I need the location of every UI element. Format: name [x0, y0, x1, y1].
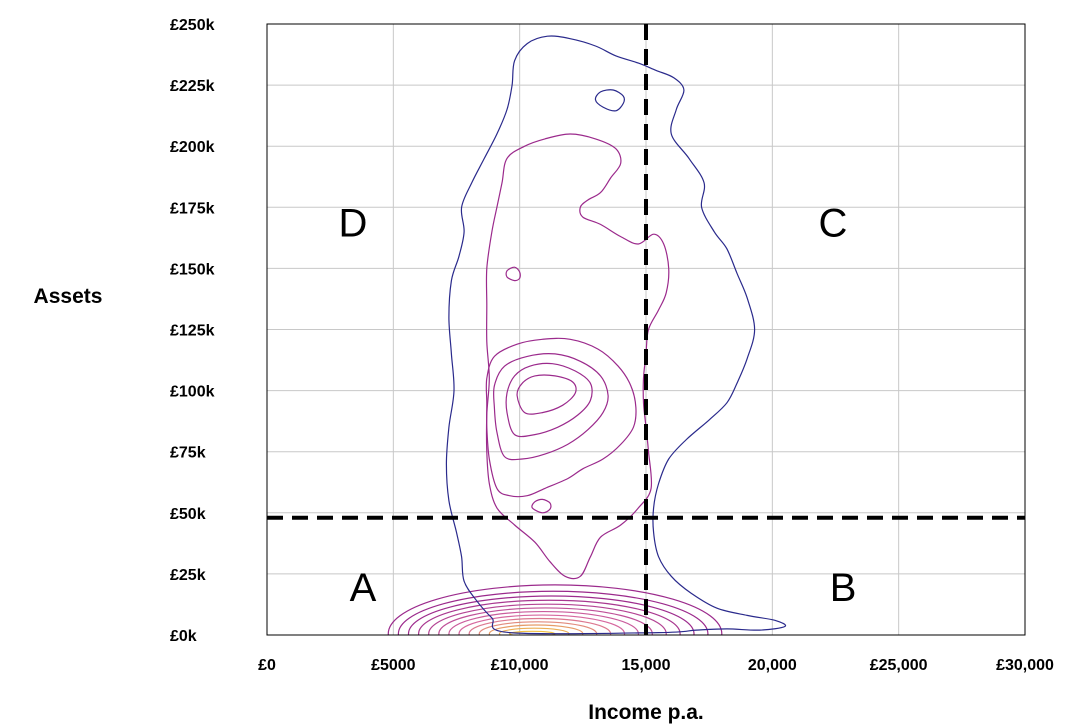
contour-hole [594, 89, 625, 112]
y-tick-label: £250k [170, 17, 215, 34]
x-axis-title: Income p.a. [588, 701, 704, 724]
y-tick-label: £0k [170, 628, 197, 645]
density-ring [407, 595, 695, 635]
quadrant-labels: A B C D [338, 202, 856, 610]
x-tick-label: £30,000 [996, 657, 1054, 674]
contour-plot [387, 35, 787, 635]
quadrant-label-d: D [338, 202, 367, 246]
contour-islet [505, 266, 521, 282]
y-axis-ticks: £0k £25k £50k £75k £100k £125k £150k £175k £200k… [170, 17, 215, 645]
contour-islet2 [531, 498, 552, 514]
density-ring [448, 610, 639, 635]
density-ring [387, 584, 723, 635]
x-tick-label: £5000 [371, 657, 416, 674]
density-ring [397, 590, 709, 635]
y-tick-label: £200k [170, 139, 215, 156]
y-tick-label: £75k [170, 445, 206, 462]
density-ring [438, 607, 653, 635]
x-tick-label: £10,000 [491, 657, 549, 674]
contour-level3 [485, 337, 637, 498]
x-tick-label: £25,000 [870, 657, 928, 674]
y-tick-label: £25k [170, 567, 206, 584]
density-ring [418, 599, 681, 635]
x-tick-label: 15,000 [622, 657, 671, 674]
x-tick-label: 20,000 [748, 657, 797, 674]
quadrant-label-c: C [819, 202, 848, 246]
contour-level6 [516, 374, 577, 415]
density-ring [458, 614, 626, 635]
y-tick-label: £50k [170, 506, 206, 523]
contour-outer [445, 35, 787, 635]
y-tick-label: £225k [170, 78, 215, 95]
x-tick-label: £0 [258, 657, 276, 674]
quadrant-label-a: A [350, 566, 377, 610]
y-axis-title: Assets [34, 285, 103, 308]
quadrant-label-b: B [830, 566, 857, 610]
contour-level5 [505, 362, 593, 438]
y-tick-label: £150k [170, 261, 215, 278]
contour-mid-upper [485, 133, 670, 580]
y-tick-label: £125k [170, 323, 215, 340]
plot-frame [266, 23, 1026, 636]
density-ring [428, 603, 667, 635]
x-axis-ticks: £0 £5000 £10,000 15,000 20,000 £25,000 £30,000 [258, 657, 1054, 674]
y-tick-label: £100k [170, 384, 215, 401]
threshold-lines [267, 24, 1025, 635]
y-tick-label: £175k [170, 200, 215, 217]
contour-level4 [492, 353, 609, 461]
